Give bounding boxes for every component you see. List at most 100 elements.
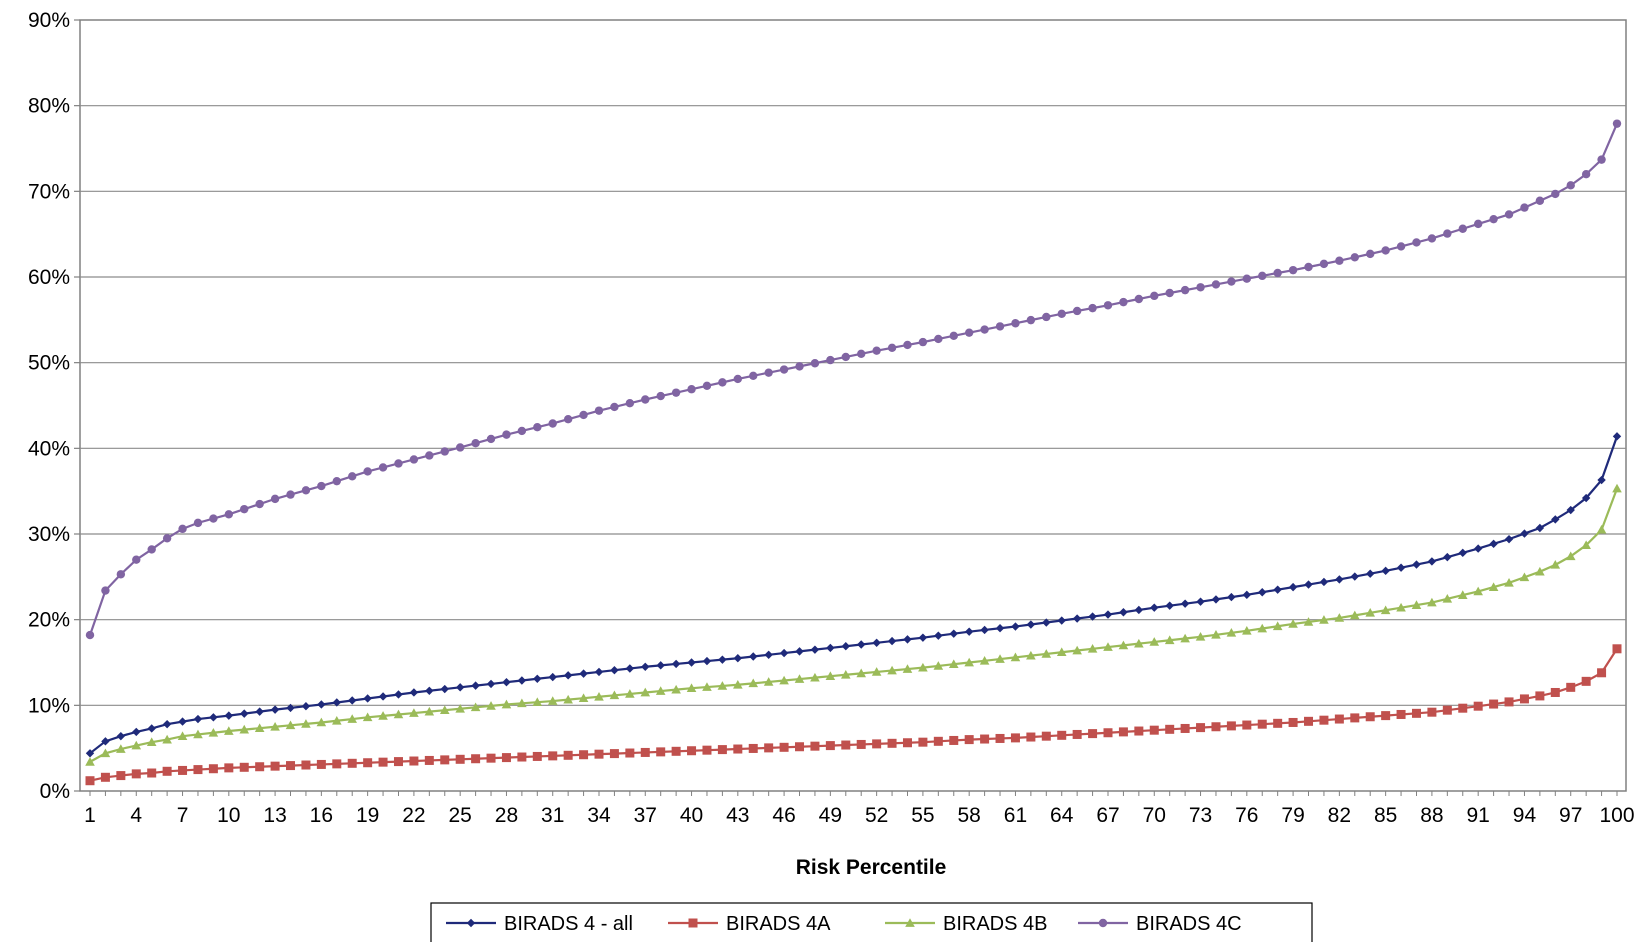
legend-label: BIRADS 4C <box>1136 913 1242 935</box>
data-point <box>810 359 820 368</box>
data-point <box>563 671 573 680</box>
data-point <box>980 625 989 635</box>
data-point <box>949 735 959 745</box>
x-tick-label: 76 <box>1235 804 1258 827</box>
data-point <box>1149 725 1159 735</box>
data-point <box>440 447 449 456</box>
data-point <box>440 755 450 765</box>
data-point <box>1226 721 1236 731</box>
data-point <box>1597 155 1606 164</box>
data-point <box>1272 621 1283 631</box>
data-point <box>270 721 280 731</box>
data-point <box>1381 566 1390 576</box>
series-line <box>89 648 1618 782</box>
data-point <box>795 647 804 656</box>
y-tick-label: 0% <box>40 780 70 803</box>
data-point <box>425 686 434 695</box>
data-point <box>1211 280 1221 289</box>
data-point <box>131 740 142 750</box>
data-point <box>902 664 913 673</box>
data-point <box>795 362 804 371</box>
data-point <box>1520 203 1529 212</box>
x-tick-label: 49 <box>819 804 842 827</box>
data-point <box>841 642 850 651</box>
x-tick-label: 64 <box>1050 804 1074 827</box>
data-point <box>810 645 820 654</box>
data-point <box>918 662 928 672</box>
data-point <box>147 768 157 778</box>
data-point <box>964 627 974 636</box>
data-point <box>393 757 403 767</box>
x-tick-label: 16 <box>310 804 333 827</box>
data-point <box>1350 253 1359 262</box>
x-tick-label: 22 <box>402 804 425 827</box>
data-point <box>610 402 619 412</box>
data-point <box>995 322 1005 331</box>
data-point <box>1041 731 1051 741</box>
axes: 0% 10% 20% 30% 40% 50% 60% 70% 80% 90% 1 4 7 10 13 16 19… <box>28 9 1635 827</box>
data-point <box>1149 637 1160 646</box>
data-point <box>1473 219 1483 229</box>
data-point <box>934 334 943 344</box>
data-point <box>116 771 126 781</box>
data-point <box>301 719 311 728</box>
legend-box <box>430 902 1313 942</box>
data-point <box>1488 582 1499 591</box>
data-point <box>640 747 650 757</box>
data-point <box>85 630 95 640</box>
data-point <box>872 346 881 355</box>
data-point <box>964 657 974 667</box>
data-point <box>455 754 465 764</box>
data-point <box>810 741 820 751</box>
data-point <box>1612 119 1622 128</box>
data-point <box>239 724 250 734</box>
data-point <box>270 761 280 771</box>
x-tick-label: 55 <box>911 804 934 827</box>
data-point <box>579 750 589 760</box>
data-point <box>826 355 835 365</box>
data-point <box>1473 544 1483 553</box>
data-point <box>687 658 696 667</box>
data-point <box>440 684 449 694</box>
x-tick-label: 40 <box>680 804 703 827</box>
data-point <box>362 712 373 722</box>
data-point <box>1196 723 1206 733</box>
data-point <box>887 665 897 675</box>
data-point <box>1026 620 1036 629</box>
data-point <box>1457 590 1468 599</box>
data-point <box>656 661 665 670</box>
data-point <box>1566 181 1575 190</box>
data-point <box>1443 552 1452 562</box>
data-point <box>1442 594 1453 603</box>
data-point <box>980 734 990 744</box>
data-point <box>255 707 264 716</box>
data-point <box>1273 718 1283 728</box>
data-point <box>1412 238 1421 247</box>
x-tick-label: 52 <box>865 804 888 827</box>
data-point <box>964 328 974 337</box>
data-point <box>948 659 959 669</box>
data-point <box>486 753 496 763</box>
data-point <box>1211 722 1221 732</box>
data-point <box>1366 249 1375 259</box>
data-point <box>594 691 604 701</box>
data-point <box>224 726 234 735</box>
data-point <box>1412 560 1421 569</box>
data-point <box>533 423 542 432</box>
data-point <box>1211 630 1221 639</box>
data-point <box>1319 615 1329 624</box>
data-point <box>1596 524 1607 534</box>
data-point <box>100 772 110 782</box>
data-point <box>1411 600 1422 609</box>
data-point <box>162 719 172 729</box>
data-point <box>178 717 187 726</box>
data-point <box>1581 676 1591 686</box>
data-point <box>1258 271 1267 281</box>
y-tick-label: 70% <box>28 180 70 203</box>
data-point <box>625 664 635 673</box>
legend: BIRADS 4 - all BIRADS 4A BIRADS 4B BIRADS 4… <box>430 902 1313 942</box>
data-point <box>563 415 573 424</box>
data-point <box>1489 699 1499 709</box>
data-point <box>949 331 958 341</box>
